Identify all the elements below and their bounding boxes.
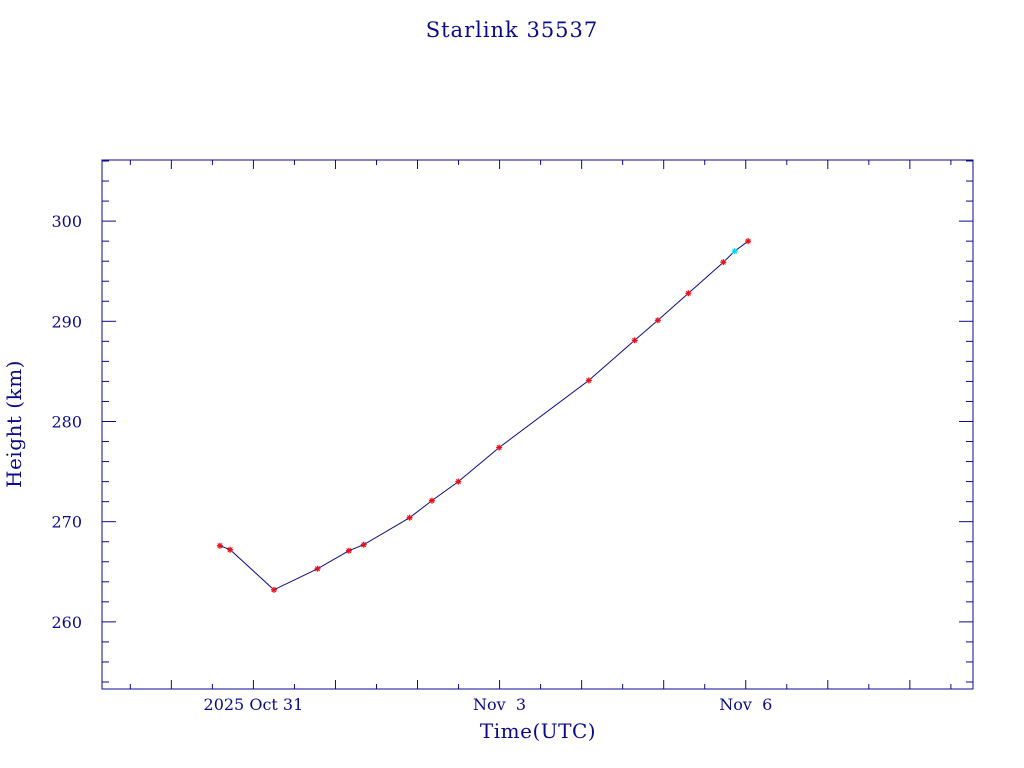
data-point bbox=[428, 497, 435, 504]
x-axis-ticks bbox=[129, 160, 952, 689]
data-point bbox=[631, 337, 638, 344]
y-tick-label: 290 bbox=[51, 312, 82, 331]
y-axis-label: Height (km) bbox=[2, 360, 26, 488]
data-point bbox=[216, 542, 223, 549]
data-point bbox=[227, 546, 234, 553]
data-point bbox=[685, 290, 692, 297]
x-tick-label: Nov 6 bbox=[719, 695, 772, 714]
data-point bbox=[345, 547, 352, 554]
data-point bbox=[720, 259, 727, 266]
data-point bbox=[406, 514, 413, 521]
y-tick-label: 300 bbox=[51, 212, 82, 231]
chart-title: Starlink 35537 bbox=[426, 18, 599, 42]
data-point bbox=[585, 377, 592, 384]
data-point bbox=[654, 317, 661, 324]
x-tick-label: Nov 3 bbox=[473, 695, 526, 714]
y-tick-label: 270 bbox=[51, 513, 82, 532]
data-point bbox=[270, 586, 277, 593]
y-axis-tick-labels: 260 270 280 290 300 bbox=[51, 212, 82, 632]
series-group bbox=[216, 238, 752, 593]
plot-frame bbox=[101, 159, 974, 690]
data-point bbox=[360, 541, 367, 548]
series-line bbox=[219, 240, 749, 591]
y-tick-label: 260 bbox=[51, 613, 82, 632]
x-axis-tick-labels: 2025 Oct 31 Nov 3 Nov 6 bbox=[204, 695, 773, 714]
x-tick-label: 2025 Oct 31 bbox=[204, 695, 304, 714]
y-axis-ticks bbox=[102, 160, 973, 683]
data-point-highlight bbox=[731, 248, 738, 255]
data-point bbox=[496, 444, 503, 451]
data-point bbox=[745, 238, 752, 245]
x-axis-label: Time(UTC) bbox=[480, 719, 596, 743]
data-point bbox=[455, 478, 462, 485]
data-point bbox=[314, 565, 321, 572]
y-tick-label: 280 bbox=[51, 412, 82, 431]
